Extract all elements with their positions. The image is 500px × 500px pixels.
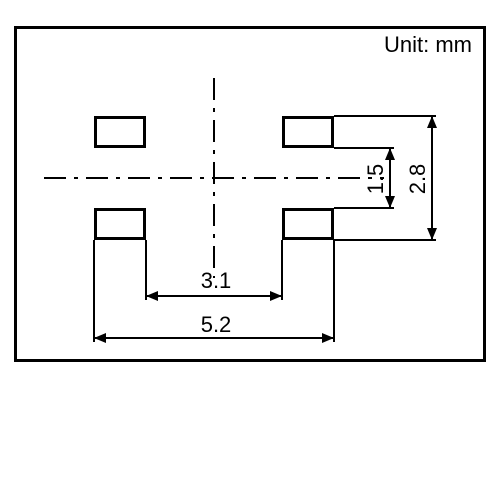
arrow-icon xyxy=(94,333,106,343)
arrow-icon xyxy=(146,291,158,301)
dim-label-h-inner: 3.1 xyxy=(196,268,236,294)
dim-label-v-outer: 2.8 xyxy=(405,159,431,199)
dim-label-h-outer: 5.2 xyxy=(196,312,236,338)
arrow-icon xyxy=(427,228,437,240)
drawing-svg xyxy=(0,0,500,500)
pad-top-left xyxy=(94,116,146,148)
arrow-icon xyxy=(270,291,282,301)
pad-top-right xyxy=(282,116,334,148)
arrow-icon xyxy=(322,333,334,343)
pad-bot-left xyxy=(94,208,146,240)
dim-label-v-inner: 1.5 xyxy=(363,159,389,199)
arrow-icon xyxy=(427,116,437,128)
pad-bot-right xyxy=(282,208,334,240)
